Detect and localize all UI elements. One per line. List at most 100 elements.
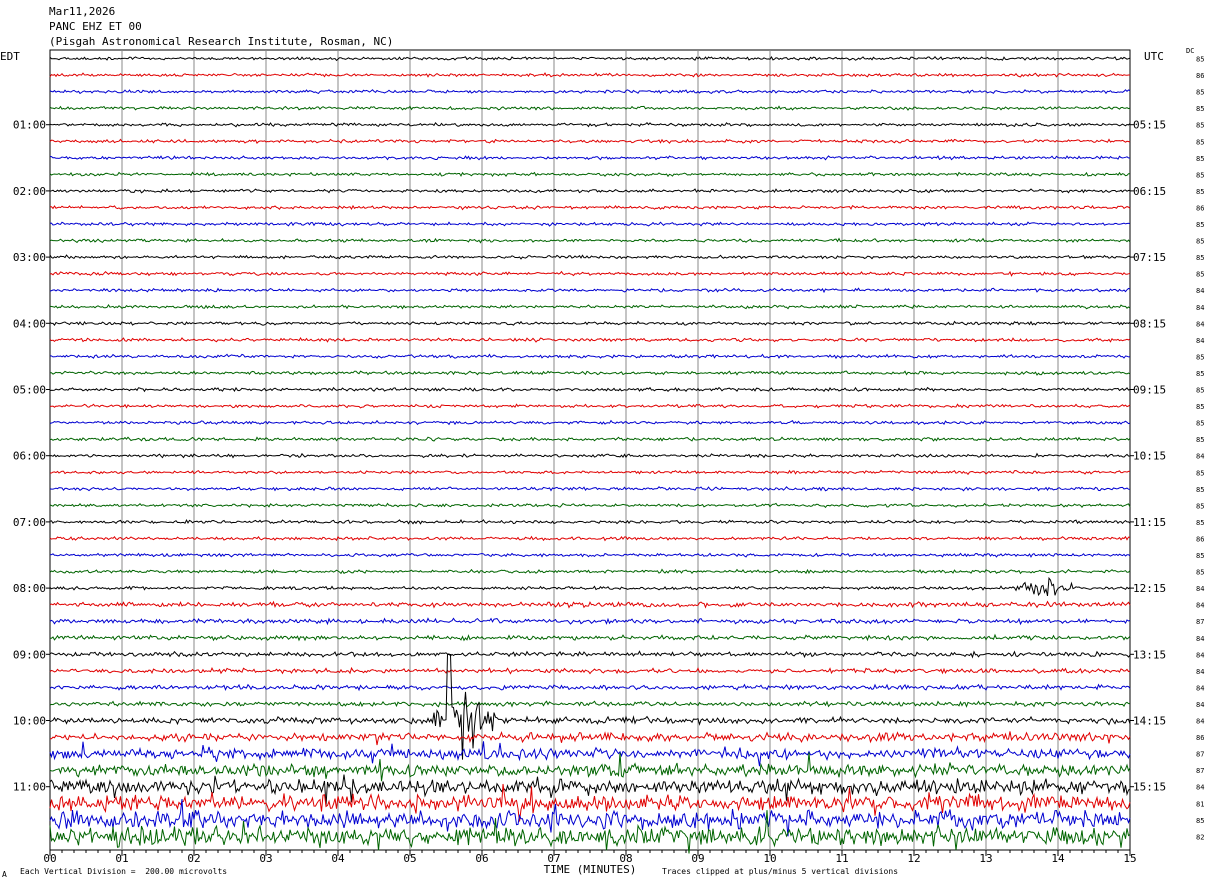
seismic-trace: [49, 552, 1131, 558]
seismic-trace: [49, 576, 1131, 597]
x-tick-label: 15: [1123, 852, 1136, 865]
dc-offset-label: 85: [1196, 155, 1204, 163]
dc-offset-label: 85: [1196, 353, 1204, 361]
dc-offset-label: 85: [1196, 486, 1204, 494]
x-tick-label: 09: [691, 852, 704, 865]
dc-offset-label: 86: [1196, 734, 1204, 742]
dc-column-label: DC: [1186, 47, 1195, 55]
dc-offset-label: 85: [1196, 138, 1204, 146]
dc-offset-label: 84: [1196, 337, 1204, 345]
seismic-trace: [49, 650, 1131, 659]
dc-offset-label: 82: [1196, 833, 1204, 841]
left-hour-label: 03:00: [13, 251, 46, 264]
left-hour-label: 09:00: [13, 648, 46, 661]
x-tick-label: 04: [331, 852, 345, 865]
right-hour-label: 11:15: [1133, 516, 1166, 529]
x-tick-label: 00: [43, 852, 56, 865]
seismic-trace: [49, 138, 1131, 144]
dc-offset-label: 85: [1196, 370, 1204, 378]
left-hour-label: 10:00: [13, 715, 46, 728]
plot-frame: [49, 49, 1131, 851]
dc-offset-label: 86: [1196, 204, 1204, 212]
x-tick-label: 13: [979, 852, 992, 865]
dc-offset-label: 85: [1196, 420, 1204, 428]
x-tick-label: 14: [1051, 852, 1065, 865]
dc-offset-label: 85: [1196, 552, 1204, 560]
seismic-trace: [49, 386, 1131, 393]
dc-offset-label: 85: [1196, 56, 1204, 64]
seismic-trace: [49, 105, 1131, 111]
seismic-trace: [49, 403, 1131, 409]
left-hour-label: 01:00: [13, 119, 46, 132]
right-hour-label: 05:15: [1133, 119, 1166, 132]
header-location: (Pisgah Astronomical Research Institute,…: [49, 35, 394, 48]
dc-offset-label: 84: [1196, 635, 1204, 643]
seismic-trace: [49, 171, 1130, 178]
dc-offset-label: 85: [1196, 122, 1204, 130]
left-hour-label: 08:00: [13, 582, 46, 595]
dc-offset-label: 85: [1196, 89, 1204, 97]
dc-offset-label: 84: [1196, 287, 1204, 295]
dc-offset-label: 84: [1196, 668, 1204, 676]
dc-offset-label: 85: [1196, 817, 1204, 825]
dc-offset-label: 84: [1196, 453, 1204, 461]
dc-offset-label: 81: [1196, 800, 1204, 808]
seismic-trace: [49, 783, 1131, 822]
x-tick-label: 03: [259, 852, 272, 865]
seismic-trace: [49, 654, 1131, 760]
dc-offset-label: 86: [1196, 535, 1204, 543]
dc-offset-label: 84: [1196, 718, 1204, 726]
left-hour-label: 04:00: [13, 317, 46, 330]
x-tick-label: 01: [115, 852, 128, 865]
header-station: PANC EHZ ET 00: [49, 20, 142, 33]
footer-mark: A: [2, 870, 7, 879]
dc-offset-label: 84: [1196, 602, 1204, 610]
dc-offset-label: 85: [1196, 569, 1204, 577]
x-tick-label: 11: [835, 852, 848, 865]
seismic-trace: [50, 633, 1131, 642]
dc-offset-label: 85: [1196, 271, 1204, 279]
x-tick-label: 02: [187, 852, 200, 865]
seismic-trace: [50, 204, 1131, 211]
x-tick-label: 08: [619, 852, 632, 865]
dc-offset-label: 85: [1196, 387, 1204, 395]
right-hour-label: 10:15: [1133, 450, 1166, 463]
seismic-trace: [50, 469, 1131, 476]
right-hour-label: 06:15: [1133, 185, 1166, 198]
dc-offset-label: 85: [1196, 502, 1204, 510]
dc-offset-label: 84: [1196, 651, 1204, 659]
seismic-trace: [49, 320, 1131, 326]
dc-offset-label: 85: [1196, 469, 1204, 477]
seismic-trace: [49, 370, 1131, 376]
seismic-trace: [49, 518, 1131, 525]
seismic-trace: [49, 353, 1131, 360]
seismic-trace: [49, 568, 1131, 575]
x-axis-title: TIME (MINUTES): [544, 863, 637, 876]
right-hour-label: 14:15: [1133, 715, 1166, 728]
seismic-trace: [49, 502, 1131, 509]
right-hour-label: 07:15: [1133, 251, 1166, 264]
left-hour-label: 06:00: [13, 450, 46, 463]
dc-offset-label: 85: [1196, 403, 1204, 411]
seismic-trace: [49, 56, 1131, 62]
seismic-trace: [49, 254, 1131, 260]
dc-offset-label: 86: [1196, 72, 1204, 80]
seismic-trace: [49, 121, 1131, 128]
x-tick-label: 06: [475, 852, 488, 865]
seismic-trace: [49, 188, 1131, 194]
seismic-trace: [49, 535, 1131, 542]
seismic-trace: [49, 486, 1131, 492]
left-hour-label: 05:00: [13, 384, 46, 397]
dc-offset-label: 84: [1196, 304, 1204, 312]
right-hour-label: 08:15: [1133, 317, 1166, 330]
dc-offset-label: 85: [1196, 519, 1204, 527]
seismic-trace: [49, 798, 1131, 837]
dc-offset-label: 85: [1196, 238, 1204, 246]
right-hour-label: 13:15: [1133, 648, 1166, 661]
seismic-trace: [49, 752, 1131, 782]
seismic-trace: [49, 237, 1131, 244]
right-hour-label: 12:15: [1133, 582, 1166, 595]
x-tick-label: 07: [547, 852, 560, 865]
seismic-trace: [49, 221, 1131, 227]
